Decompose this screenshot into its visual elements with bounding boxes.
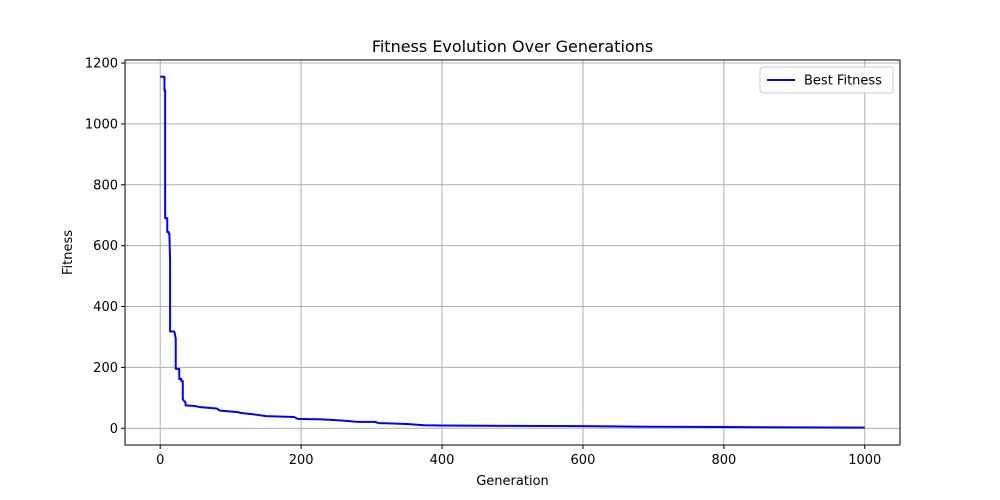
- x-axis-title: Generation: [476, 474, 549, 489]
- y-tick-label-400: 400: [93, 300, 118, 315]
- y-tick-label-600: 600: [93, 239, 118, 254]
- x-tick-label-0: 0: [156, 453, 164, 468]
- y-tick-label-0: 0: [110, 422, 118, 437]
- tick-layer: 0 200 400 600 800 1000 0 200 400 600 800 1000 1200: [85, 57, 881, 468]
- chart-title: Fitness Evolution Over Generations: [372, 37, 653, 56]
- x-tick-label-800: 800: [711, 453, 736, 468]
- y-axis-title: Fitness: [61, 230, 76, 275]
- y-tick-label-1000: 1000: [85, 117, 118, 132]
- y-tick-label-1200: 1200: [85, 57, 118, 72]
- x-tick-label-600: 600: [571, 453, 596, 468]
- series-line-best-fitness: [160, 75, 865, 429]
- legend: Best Fitness: [759, 66, 894, 94]
- legend-box: [759, 66, 894, 94]
- legend-label-best-fitness: Best Fitness: [804, 74, 882, 89]
- plot-frame: [124, 59, 901, 446]
- series-layer: [160, 75, 865, 429]
- y-tick-label-200: 200: [93, 361, 118, 376]
- y-tick-label-800: 800: [93, 178, 118, 193]
- x-tick-label-400: 400: [430, 453, 455, 468]
- x-tick-label-200: 200: [289, 453, 314, 468]
- x-tick-label-1000: 1000: [848, 453, 881, 468]
- grid-layer: [125, 60, 900, 445]
